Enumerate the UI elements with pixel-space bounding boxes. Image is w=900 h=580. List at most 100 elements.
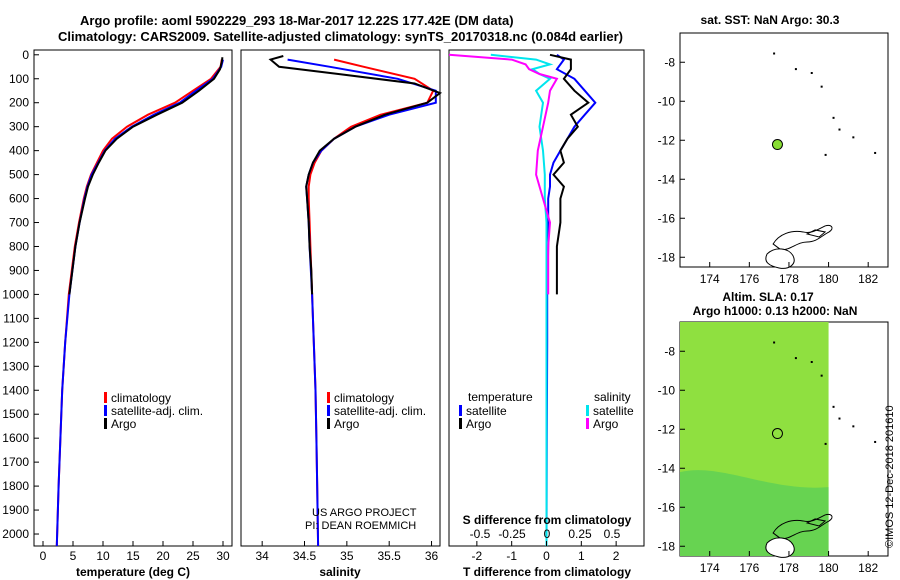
depth-tick-label: 1100 bbox=[3, 311, 29, 325]
diff-legend-temperature-header: temperature bbox=[468, 390, 533, 404]
depth-tick-label: 200 bbox=[9, 96, 29, 110]
sla-lon-tick-label: 176 bbox=[739, 561, 759, 575]
legend-swatch-satellite bbox=[104, 405, 107, 416]
s-diff-tick-label: 0 bbox=[544, 527, 551, 541]
sst-map-frame bbox=[679, 32, 889, 268]
sla-lon-tick-label: 182 bbox=[858, 561, 878, 575]
sla-argo-position-marker bbox=[771, 428, 783, 440]
sst-lat-tick-label: -16 bbox=[658, 211, 676, 225]
temp-xtick-label: 15 bbox=[126, 549, 140, 563]
island-dot bbox=[832, 116, 835, 119]
depth-tick-label: 1600 bbox=[2, 431, 29, 445]
island-dot bbox=[832, 405, 835, 408]
temp-xtick-label: 20 bbox=[156, 549, 170, 563]
island-dot bbox=[824, 153, 827, 156]
sla-field-shading bbox=[680, 470, 829, 556]
temperature-xlabel: temperature (deg C) bbox=[76, 565, 190, 579]
island-dot bbox=[773, 341, 776, 344]
sal-xtick-label: 35 bbox=[340, 549, 354, 563]
temp-xtick-label: 5 bbox=[70, 549, 77, 563]
sla-lat-tick-label: -10 bbox=[658, 383, 676, 397]
island-dot bbox=[852, 425, 855, 428]
legend-swatch-climatology bbox=[327, 392, 330, 403]
depth-tick-label: 600 bbox=[9, 192, 29, 206]
depth-tick-label: 900 bbox=[9, 263, 29, 277]
series-t-argo-line bbox=[549, 53, 590, 295]
depth-tick-label: 1500 bbox=[2, 407, 29, 421]
sla-map-title-2: Argo h1000: 0.13 h2000: NaN bbox=[693, 304, 858, 318]
depth-tick-label: 1900 bbox=[2, 503, 29, 517]
sla-lat-tick-label: -14 bbox=[658, 461, 676, 475]
series-climatology-line bbox=[55, 59, 223, 547]
island-dot bbox=[820, 374, 823, 377]
series-climatology-line bbox=[307, 58, 435, 547]
sst-lat-tick-label: -8 bbox=[664, 55, 675, 69]
sst-argo-position-marker bbox=[771, 139, 783, 151]
island-dot bbox=[820, 85, 823, 88]
sst-coastline bbox=[765, 52, 877, 269]
depth-tick-label: 500 bbox=[9, 168, 29, 182]
sal-xtick-label: 34.5 bbox=[293, 549, 317, 563]
island-dot bbox=[824, 442, 827, 445]
legend-label-sat_salinity: satellite bbox=[593, 404, 634, 418]
title-line-1: Argo profile: aoml 5902229_293 18-Mar-20… bbox=[80, 13, 514, 28]
island-dot bbox=[810, 72, 813, 74]
credit-line-2: PI: DEAN ROEMMICH bbox=[305, 520, 416, 532]
series-argo-line bbox=[268, 55, 443, 295]
sst-map: sat. SST: NaN Argo: 30.3 -8 -10 -12 -14 -16 -… bbox=[658, 13, 889, 286]
temp-xtick-label: 0 bbox=[40, 549, 47, 563]
series-s-argo-line bbox=[448, 53, 559, 295]
depth-tick-label: 1400 bbox=[2, 383, 29, 397]
legend-swatch-argo_salinity bbox=[586, 418, 589, 429]
legend-label-satellite: satellite-adj. clim. bbox=[111, 404, 203, 418]
salinity-xlabel: salinity bbox=[319, 565, 361, 579]
sla-lon-tick-label: 174 bbox=[700, 561, 720, 575]
sst-lat-tick-label: -12 bbox=[658, 133, 676, 147]
legend-swatch-satellite bbox=[459, 405, 462, 416]
legend-label-climatology: climatology bbox=[334, 391, 394, 405]
imos-watermark: ©IMOS 12-Dec-2018 201610 bbox=[884, 405, 896, 548]
legend-swatch-climatology bbox=[104, 392, 107, 403]
sla-lat-tick-label: -16 bbox=[658, 500, 676, 514]
series-argo-line bbox=[68, 57, 224, 295]
series-s-satellite-line bbox=[490, 53, 554, 546]
sst-lon-tick-label: 174 bbox=[700, 272, 720, 286]
series-t-satellite-line bbox=[545, 53, 597, 547]
depth-tick-label: 700 bbox=[9, 216, 29, 230]
s-difference-xlabel: S difference from climatology bbox=[463, 513, 632, 527]
island-dot bbox=[874, 440, 877, 443]
depth-tick-label: 800 bbox=[9, 239, 29, 253]
sst-map-title: sat. SST: NaN Argo: 30.3 bbox=[701, 13, 840, 27]
taveuni-outline bbox=[805, 518, 827, 527]
title-line-2: Climatology: CARS2009. Satellite-adjuste… bbox=[58, 29, 623, 44]
island-dot bbox=[794, 68, 797, 71]
vanua-levu-outline bbox=[772, 224, 833, 251]
taveuni-outline bbox=[805, 229, 827, 238]
legend-label-argo: Argo bbox=[334, 417, 360, 431]
temp-xtick-label: 30 bbox=[216, 549, 230, 563]
island-dot bbox=[852, 136, 855, 139]
sla-map-title-1: Altim. SLA: 0.17 bbox=[722, 290, 814, 304]
temp-xtick-label: 10 bbox=[96, 549, 110, 563]
temp-xtick-label: 25 bbox=[186, 549, 200, 563]
legend-label-argo_salinity: Argo bbox=[593, 417, 619, 431]
temperature-panel: 0 5 10 15 20 25 30 0 100 200 300 400 500 600 700 800 90… bbox=[2, 48, 233, 579]
sst-lat-tick-label: -14 bbox=[658, 172, 676, 186]
legend-swatch-argo bbox=[104, 418, 107, 429]
difference-panel: -2 -1 0 1 2 -0.5 -0.25 0 0.25 0.5 S difference f… bbox=[448, 49, 645, 579]
island-dot bbox=[874, 151, 877, 154]
sla-map: Altim. SLA: 0.17 Argo h1000: 0.13 h2000:… bbox=[658, 290, 889, 575]
legend-label-argo: Argo bbox=[466, 417, 492, 431]
viti-levu-outline bbox=[765, 537, 795, 558]
sst-lon-tick-label: 176 bbox=[739, 272, 759, 286]
salinity-panel: 34 34.5 35 35.5 36 salinity climatologysatel… bbox=[240, 49, 443, 579]
t-difference-xlabel: T difference from climatology bbox=[463, 565, 631, 579]
sla-coastline bbox=[765, 341, 877, 558]
island-dot bbox=[810, 361, 813, 363]
salinity-frame bbox=[240, 49, 441, 547]
diff-xtick-label: 1 bbox=[578, 549, 585, 563]
